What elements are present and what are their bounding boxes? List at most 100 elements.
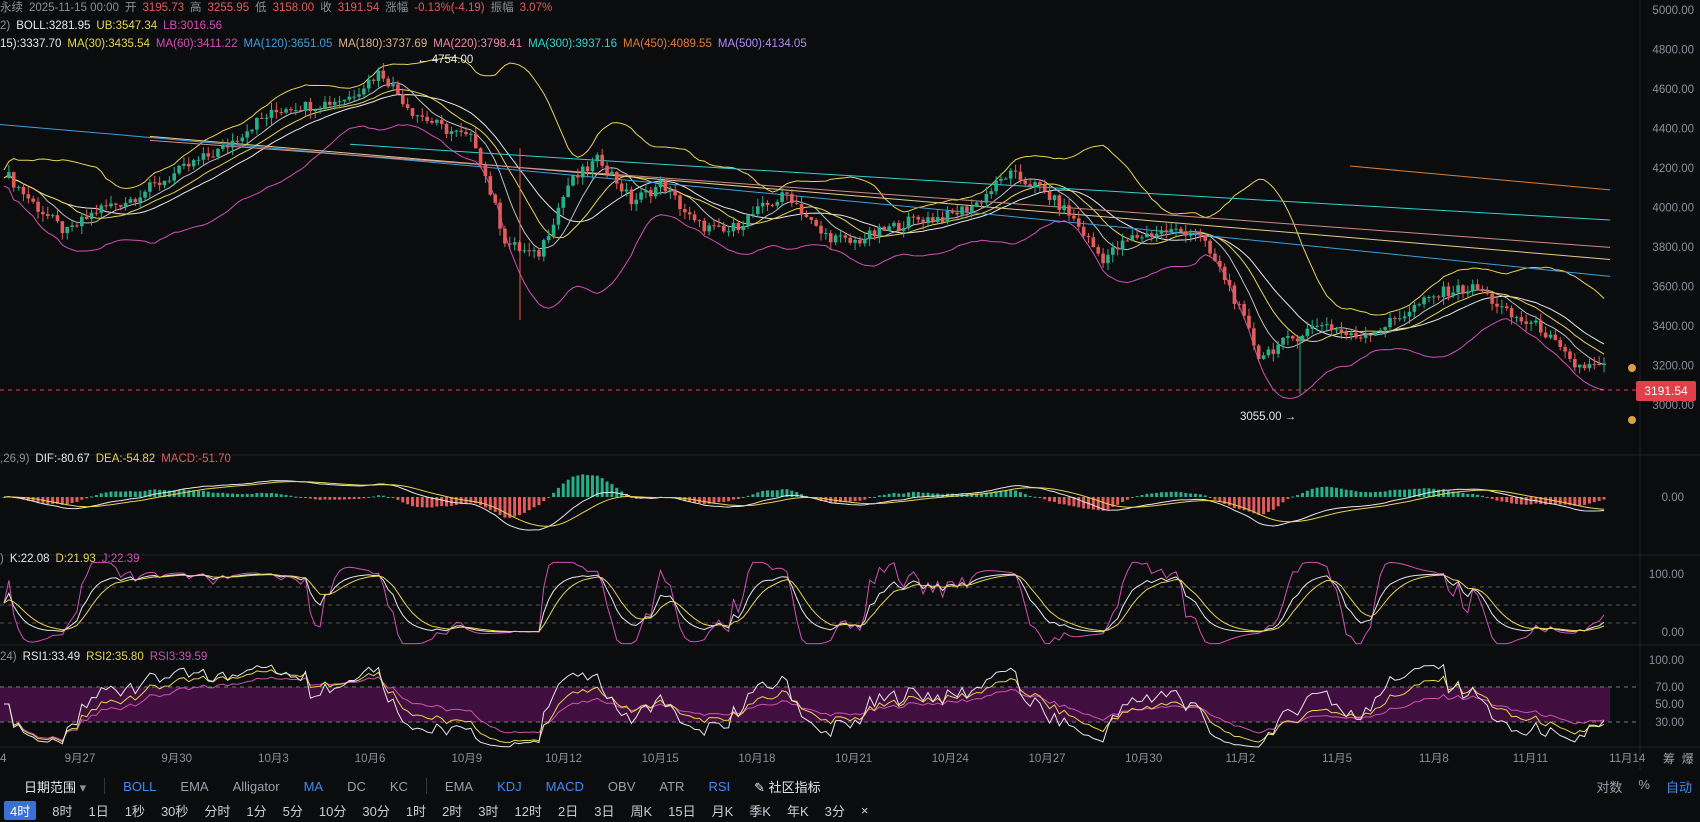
candle-body <box>75 225 79 227</box>
interval-0[interactable]: 8时 <box>52 803 73 819</box>
candle-body <box>1081 226 1086 236</box>
subindicator-ema[interactable]: EMA <box>444 778 474 794</box>
interval-selected[interactable]: 4时 <box>4 800 37 820</box>
macd-bar <box>430 497 434 508</box>
candle-body <box>790 193 794 204</box>
interval-4[interactable]: 分时 <box>204 803 231 819</box>
chevron-down-icon: ▾ <box>79 779 87 795</box>
macd-bar <box>1563 497 1567 505</box>
log-scale-toggle[interactable]: 对数 <box>1596 779 1623 795</box>
interval-3[interactable]: 30秒 <box>160 803 189 819</box>
candle-body <box>1402 316 1407 319</box>
indicator-boll[interactable]: BOLL <box>123 778 157 794</box>
candle-body <box>746 215 750 226</box>
candle-body <box>921 219 925 224</box>
subindicator-obv[interactable]: OBV <box>607 778 636 794</box>
interval-9[interactable]: 1时 <box>405 803 427 819</box>
indicator-alligator[interactable]: Alligator <box>232 778 280 794</box>
open-label: 开 <box>124 2 137 14</box>
macd-bar <box>1193 493 1197 497</box>
candle-body <box>1446 286 1451 296</box>
interval-8[interactable]: 30分 <box>362 803 390 819</box>
price-tick: 3000.00 <box>1652 400 1694 412</box>
interval-20[interactable]: 3分 <box>824 803 845 819</box>
interval-13[interactable]: 2日 <box>558 803 579 819</box>
high-value: 3255.95 <box>207 2 250 14</box>
macd-bar <box>1407 489 1411 497</box>
macd-bar <box>1369 492 1373 497</box>
candle-body <box>809 217 814 220</box>
interval-18[interactable]: 季K <box>749 803 771 819</box>
candle-body <box>595 154 600 162</box>
candle-body <box>89 212 94 219</box>
interval-toolbar: 4时 8时 1日 1秒 30秒 分时 1分 5分 10分 30分 1时 2时 3时 12时 2日 3日 周K 1… <box>0 798 1700 822</box>
macd-bar <box>800 494 804 497</box>
interval-11[interactable]: 3时 <box>478 803 499 819</box>
interval-16[interactable]: 15日 <box>668 803 696 819</box>
date-range-button[interactable]: 日期范围 ▾ <box>24 777 86 796</box>
macd-bar <box>1597 497 1601 501</box>
x-tick: 10月18 <box>738 753 775 765</box>
candle-body <box>833 235 838 243</box>
ma300-value: MA(300):3937.16 <box>528 38 617 50</box>
candle-body <box>133 199 138 203</box>
candle-body <box>221 145 225 149</box>
ma180-value: MA(180):3737.69 <box>338 38 428 50</box>
macd-bar <box>1242 497 1246 511</box>
candle-body <box>1169 229 1173 233</box>
interval-12[interactable]: 12时 <box>514 803 542 819</box>
candle-body <box>391 84 395 87</box>
interval-15[interactable]: 周K <box>630 803 653 819</box>
indicator-ma[interactable]: MA <box>303 778 324 794</box>
candle-body <box>245 131 249 138</box>
candle-body <box>683 209 687 213</box>
macd-bar <box>265 493 269 497</box>
auto-scale-toggle[interactable]: 自动 <box>1665 779 1692 795</box>
interval-19[interactable]: 年K <box>786 803 809 819</box>
subindicator-kdj[interactable]: KDJ <box>497 778 522 794</box>
candle-body <box>862 239 867 244</box>
kdj-j-line <box>3 561 1605 645</box>
interval-10[interactable]: 2时 <box>442 803 463 819</box>
candle-body <box>240 137 245 142</box>
candle-body <box>546 235 551 241</box>
candle-body <box>26 194 31 199</box>
close-icon[interactable]: × <box>860 802 869 818</box>
macd-bar <box>610 484 614 497</box>
macd-bar <box>697 497 701 504</box>
candle-body <box>1281 337 1285 345</box>
symbol-label: 永续 <box>0 2 23 14</box>
interval-5[interactable]: 1分 <box>246 803 267 819</box>
interval-14[interactable]: 3日 <box>594 803 615 819</box>
last-price-tag: 3191.54 <box>1636 381 1696 401</box>
chart-canvas[interactable]: 5000.00 4800.00 4600.00 4400.00 4200.00 4000.… <box>0 0 1700 770</box>
macd-bar <box>970 493 974 497</box>
macd-bar <box>70 497 74 504</box>
chips-button[interactable]: 筹 <box>1663 752 1676 766</box>
amplitude-label: 振幅 <box>490 2 514 14</box>
subindicator-atr[interactable]: ATR <box>659 778 685 794</box>
candle-body <box>352 96 356 98</box>
interval-6[interactable]: 5分 <box>282 803 303 819</box>
indicator-dc[interactable]: DC <box>347 778 366 794</box>
macd-bar <box>474 497 478 504</box>
interval-17[interactable]: 月K <box>711 803 734 819</box>
macd-bar <box>114 491 118 497</box>
indicator-ema[interactable]: EMA <box>180 778 209 794</box>
candle-body <box>1290 336 1295 339</box>
candle-body <box>1422 297 1426 305</box>
subindicator-macd[interactable]: MACD <box>545 778 584 794</box>
interval-7[interactable]: 10分 <box>318 803 347 819</box>
candle-body <box>1427 296 1431 298</box>
interval-1[interactable]: 1日 <box>88 803 109 819</box>
macd-bar <box>192 490 196 497</box>
macd-bar <box>1169 491 1173 497</box>
percent-toggle[interactable]: % <box>1638 776 1650 792</box>
candle-body <box>1548 334 1553 338</box>
interval-2[interactable]: 1秒 <box>124 803 145 819</box>
subindicator-rsi[interactable]: RSI <box>708 778 731 794</box>
community-indicators-button[interactable]: ✎ 社区指标 <box>754 777 821 796</box>
indicator-kc[interactable]: KC <box>389 778 408 794</box>
candle-body <box>289 109 293 111</box>
liquidation-button[interactable]: 爆 <box>1681 752 1694 766</box>
